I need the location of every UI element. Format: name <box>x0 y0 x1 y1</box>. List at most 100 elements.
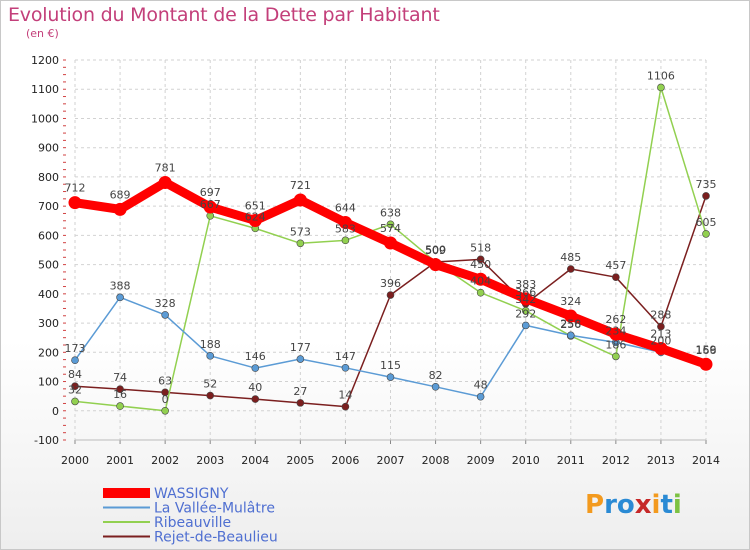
data-label-wassigny: 324 <box>560 295 581 308</box>
data-label-la-vallee-mulatre: 146 <box>245 350 266 363</box>
legend-label-la-vallee-mulatre: La Vallée-Mulâtre <box>154 501 275 517</box>
data-label-wassigny: 262 <box>605 313 626 326</box>
data-label-la-vallee-mulatre: 147 <box>335 350 356 363</box>
data-label-la-vallee-mulatre: 188 <box>200 338 221 351</box>
chart-title: Evolution du Montant de la Dette par Hab… <box>8 4 440 26</box>
x-tick-label: 2006 <box>331 454 359 467</box>
logo-letter: t <box>660 490 673 520</box>
data-point-wassigny <box>158 175 172 189</box>
data-label-rejet-de-beaulieu: 27 <box>293 385 307 398</box>
data-point-ribeauville <box>161 406 169 415</box>
data-point-rejet-de-beaulieu <box>386 291 395 299</box>
data-label-rejet-de-beaulieu: 366 <box>515 286 536 299</box>
data-point-la-vallee-mulatre <box>566 331 575 340</box>
data-point-ribeauville <box>71 397 79 406</box>
data-label-wassigny: 383 <box>515 278 536 291</box>
data-label-ribeauville: 573 <box>290 225 311 238</box>
data-label-la-vallee-mulatre: 234 <box>605 324 626 337</box>
data-label-rejet-de-beaulieu: 52 <box>203 378 217 391</box>
data-point-rejet-de-beaulieu <box>296 399 305 407</box>
y-tick-label: 300 <box>38 317 59 330</box>
data-point-wassigny <box>113 202 127 216</box>
y-tick-label: 0 <box>52 405 59 418</box>
x-tick-label: 2005 <box>286 454 314 467</box>
series-layer <box>68 83 713 415</box>
data-label-la-vallee-mulatre: 82 <box>429 369 443 382</box>
legend-label-ribeauville: Ribeauville <box>154 515 231 531</box>
y-tick-label: 1100 <box>31 83 59 96</box>
data-label-ribeauville: 509 <box>425 244 446 257</box>
data-label-la-vallee-mulatre: 173 <box>65 342 86 355</box>
data-label-wassigny: 651 <box>245 199 266 212</box>
data-point-rejet-de-beaulieu <box>206 391 215 400</box>
data-point-la-vallee-mulatre <box>206 352 215 360</box>
x-tick-label: 2010 <box>512 454 540 467</box>
data-label-ribeauville: 667 <box>200 198 221 211</box>
data-point-la-vallee-mulatre <box>161 311 169 319</box>
data-point-wassigny <box>609 327 623 341</box>
x-tick-label: 2001 <box>106 454 134 467</box>
data-label-la-vallee-mulatre: 48 <box>474 379 488 392</box>
x-tick-label: 2007 <box>377 454 405 467</box>
x-tick-label: 2009 <box>467 454 495 467</box>
data-point-la-vallee-mulatre <box>296 355 305 363</box>
data-point-la-vallee-mulatre <box>386 373 395 381</box>
data-label-la-vallee-mulatre: 177 <box>290 341 311 354</box>
y-tick-label: 700 <box>38 200 59 213</box>
logo-letter: r <box>604 490 617 520</box>
data-label-wassigny: 689 <box>110 188 131 201</box>
data-label-la-vallee-mulatre: 328 <box>155 297 176 310</box>
data-label-rejet-de-beaulieu: 84 <box>68 368 82 381</box>
data-point-la-vallee-mulatre <box>71 356 79 365</box>
data-label-wassigny: 697 <box>200 186 221 199</box>
data-point-wassigny <box>519 292 533 306</box>
data-point-rejet-de-beaulieu <box>341 402 350 411</box>
data-point-rejet-de-beaulieu <box>116 385 124 393</box>
x-tick-label: 2004 <box>241 454 269 467</box>
data-point-la-vallee-mulatre <box>431 382 440 391</box>
data-point-ribeauville <box>612 352 620 361</box>
x-tick-label: 2000 <box>61 454 89 467</box>
y-tick-label: 400 <box>38 288 59 301</box>
x-tick-label: 2008 <box>422 454 450 467</box>
logo-letter: x <box>634 490 652 520</box>
legend-label-wassigny: WASSIGNY <box>154 486 229 502</box>
data-label-la-vallee-mulatre: 292 <box>515 307 536 320</box>
data-label-wassigny: 721 <box>290 179 311 192</box>
data-point-wassigny <box>248 213 262 227</box>
logo-letter: i <box>651 490 661 520</box>
data-label-ribeauville: 404 <box>470 275 491 288</box>
data-label-rejet-de-beaulieu: 485 <box>560 251 581 264</box>
data-point-la-vallee-mulatre <box>341 363 350 372</box>
data-point-wassigny <box>68 196 82 210</box>
data-label-wassigny: 574 <box>380 222 401 235</box>
data-label-wassigny: 450 <box>470 258 491 271</box>
data-label-la-vallee-mulatre: 115 <box>380 359 401 372</box>
data-label-ribeauville: 638 <box>380 206 401 219</box>
data-labels: 7126897816976517216445745004503833242622… <box>65 69 717 405</box>
data-point-ribeauville <box>702 230 710 238</box>
data-point-rejet-de-beaulieu <box>612 273 620 281</box>
data-label-rejet-de-beaulieu: 288 <box>650 309 671 322</box>
data-label-wassigny: 712 <box>65 182 86 195</box>
data-label-rejet-de-beaulieu: 509 <box>425 244 446 257</box>
data-label-la-vallee-mulatre: 200 <box>650 334 671 347</box>
data-point-ribeauville <box>521 306 530 315</box>
data-point-rejet-de-beaulieu <box>702 192 710 200</box>
y-tick-label: 500 <box>38 259 59 272</box>
data-point-wassigny <box>699 357 713 371</box>
data-label-wassigny: 644 <box>335 202 356 215</box>
data-point-ribeauville <box>386 220 395 229</box>
legend-label-rejet-de-beaulieu: Rejet-de-Beaulieu <box>154 530 278 546</box>
data-point-ribeauville <box>476 288 485 297</box>
y-tick-label: 100 <box>38 376 59 389</box>
data-label-rejet-de-beaulieu: 40 <box>248 381 262 394</box>
data-point-wassigny <box>384 236 397 250</box>
data-label-ribeauville: 32 <box>68 383 82 396</box>
chart-subtitle: (en €) <box>26 27 59 40</box>
data-point-ribeauville <box>296 239 305 248</box>
data-point-la-vallee-mulatre <box>521 321 530 330</box>
data-label-la-vallee-mulatre: 258 <box>560 317 581 330</box>
